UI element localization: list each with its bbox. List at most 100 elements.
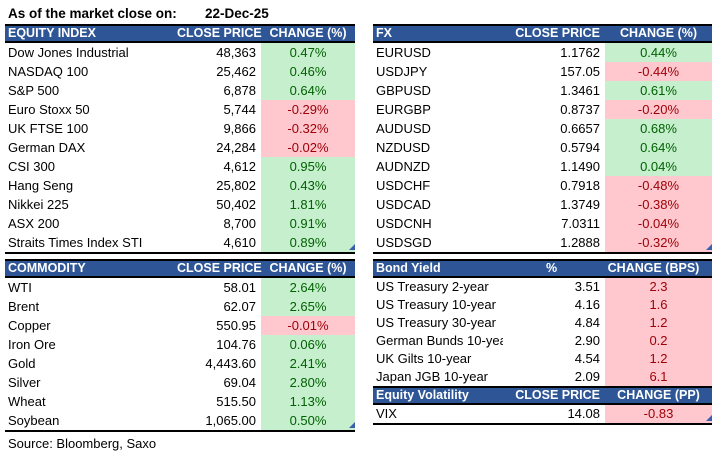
table-row: GBPUSD 1.3461 0.61% [373,81,712,100]
close-price: 1.3749 [560,197,600,212]
close-price: 1.3461 [560,83,600,98]
instrument-name: VIX [376,406,397,421]
close-price: 104.76 [216,337,256,352]
change-value: 1.6 [605,296,712,314]
change-value: 0.44% [605,43,712,62]
cell-corner-marker [706,415,712,421]
close-price: 58.01 [223,280,256,295]
equity-index-table: EQUITY INDEX CLOSE PRICE CHANGE (%) Dow … [5,24,355,254]
change-value: 0.43% [261,176,355,195]
instrument-name: USDCNH [376,216,432,231]
bond-yield-table: Bond Yield % CHANGE (BPS) US Treasury 2-… [373,259,712,425]
change-value: -0.02% [261,138,355,157]
table-row: NASDAQ 100 25,462 0.46% [5,62,355,81]
table-row: Silver 69.04 2.80% [5,373,355,392]
commodity-header: COMMODITY CLOSE PRICE CHANGE (%) [5,261,355,278]
close-price: 25,462 [216,64,256,79]
instrument-name: Gold [8,356,36,371]
cell-corner-marker [349,244,355,250]
change-value: 0.64% [261,81,355,100]
instrument-name: AUDUSD [376,121,431,136]
change-value: -0.38% [605,195,712,214]
change-value: 2.64% [261,278,355,297]
column-header-close-price: CLOSE PRICE [515,26,600,40]
as-of-date: 22-Dec-25 [205,6,269,21]
close-price: 0.6657 [560,121,600,136]
instrument-name: EURUSD [376,45,431,60]
close-price: 4,612 [223,159,256,174]
change-value: -0.29% [261,100,355,119]
column-header-yield-percent: % [545,261,558,275]
close-price: 4.54 [574,351,600,366]
table-row: USDJPY 157.05 -0.44% [373,62,712,81]
equity-index-rows: Dow Jones Industrial 48,363 0.47% NASDAQ 10… [5,43,355,252]
column-header-close-price: CLOSE PRICE [177,26,262,40]
close-price: 0.7918 [560,178,600,193]
close-price: 550.95 [216,318,256,333]
table-row: Wheat 515.50 1.13% [5,392,355,411]
column-header-instrument: Equity Volatility [376,388,469,402]
close-price: 24,284 [216,140,256,155]
instrument-name: Iron Ore [8,337,56,352]
cell-corner-marker [706,244,712,250]
close-price: 6,878 [223,83,256,98]
commodity-rows: WTI 58.01 2.64% Brent 62.07 2.65% Copper 550.95… [5,278,355,430]
cell-corner-marker [349,422,355,428]
close-price: 25,802 [216,178,256,193]
fx-rows: EURUSD 1.1762 0.44% USDJPY 157.05 -0.44% GBPUS… [373,43,712,252]
equity-volatility-header: Equity Volatility CLOSE PRICE CHANGE (PP… [373,386,712,405]
close-price: 3.51 [574,279,600,294]
column-header-instrument: Bond Yield [376,261,441,275]
table-row: NZDUSD 0.5794 0.64% [373,138,712,157]
table-row: CSI 300 4,612 0.95% [5,157,355,176]
table-row: US Treasury 2-year 3.51 2.3 [373,278,712,296]
close-price: 515.50 [216,394,256,409]
close-price: 4.84 [574,315,600,330]
close-price: 50,402 [216,197,256,212]
instrument-name: AUDNZD [376,159,431,174]
close-price: 1.1490 [560,159,600,174]
change-value: 0.91% [261,214,355,233]
instrument-name: WTI [8,280,32,295]
table-row: WTI 58.01 2.64% [5,278,355,297]
table-row: Hang Seng 25,802 0.43% [5,176,355,195]
table-row: Straits Times Index STI 4,610 0.89% [5,233,355,252]
instrument-name: EURGBP [376,102,431,117]
instrument-name: Dow Jones Industrial [8,45,129,60]
table-row: Soybean 1,065.00 0.50% [5,411,355,430]
change-value: 6.1 [605,368,712,386]
table-row: Dow Jones Industrial 48,363 0.47% [5,43,355,62]
table-row: EURUSD 1.1762 0.44% [373,43,712,62]
table-row: German Bunds 10-year 2.90 0.2 [373,332,712,350]
change-value: 0.04% [605,157,712,176]
table-row: Japan JGB 10-year 2.09 6.1 [373,368,712,386]
change-value: 1.81% [261,195,355,214]
instrument-name: USDJPY [376,64,428,79]
table-row: Iron Ore 104.76 0.06% [5,335,355,354]
change-value: -0.83 [605,405,712,423]
table-row: US Treasury 30-year 4.84 1.2 [373,314,712,332]
table-row: USDCHF 0.7918 -0.48% [373,176,712,195]
change-value: 0.95% [261,157,355,176]
table-row: AUDNZD 1.1490 0.04% [373,157,712,176]
instrument-name: USDCHF [376,178,431,193]
table-row: USDCNH 7.0311 -0.04% [373,214,712,233]
column-header-change: CHANGE (PP) [617,388,700,402]
close-price: 1.2888 [560,235,600,250]
instrument-name: Silver [8,375,41,390]
equity-index-header: EQUITY INDEX CLOSE PRICE CHANGE (%) [5,26,355,43]
instrument-name: S&P 500 [8,83,60,98]
column-header-change: CHANGE (BPS) [607,261,700,275]
change-value: 2.41% [261,354,355,373]
close-price: 4.16 [574,297,600,312]
instrument-name: CSI 300 [8,159,55,174]
instrument-name: UK FTSE 100 [8,121,89,136]
table-row: S&P 500 6,878 0.64% [5,81,355,100]
table-row: USDCAD 1.3749 -0.38% [373,195,712,214]
instrument-name: USDCAD [376,197,431,212]
table-row: ASX 200 8,700 0.91% [5,214,355,233]
change-value: -0.32% [605,233,712,252]
column-header-instrument: FX [376,26,392,40]
change-value: 0.89% [261,233,355,252]
instrument-name: US Treasury 2-year [376,279,489,294]
